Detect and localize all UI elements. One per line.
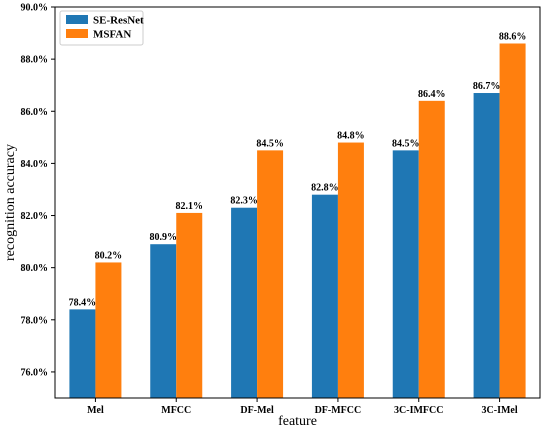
bar-se-resnet-mfcc [150,244,177,398]
y-axis-title: recognition accuracy [3,144,18,261]
plot-frame [54,6,541,399]
y-tick-label: 84.0% [21,159,49,170]
y-tick-label: 86.0% [21,107,49,118]
data-label: 82.3% [230,196,258,207]
y-tick-label: 90.0% [21,3,49,14]
bar-msfan-mfcc [176,212,203,398]
legend-swatch-msfan [66,29,88,38]
data-label: 86.4% [418,89,446,100]
x-tick-label: MFCC [161,405,191,416]
bar-se-resnet-mel [69,309,96,398]
data-label: 84.5% [256,138,284,149]
axes: 76.0% 78.0% 80.0% 82.0% 84.0% 86.0% 88.0% 90.0%… [21,3,518,417]
x-tick-label: DF-MFCC [315,405,362,416]
legend-label-se-resnet: SE-ResNet [93,15,144,27]
data-label: 80.9% [150,232,178,243]
data-label: 82.1% [176,201,204,212]
x-tick-label: 3C-IMFCC [394,405,443,416]
data-label: 82.8% [311,183,339,194]
legend-swatch-se-resnet [66,15,88,24]
bar-msfan-3c-imfcc [418,100,445,398]
legend: SE-ResNet MSFAN [59,10,144,46]
bar-se-resnet-df-mel [231,207,258,398]
bar-se-resnet-df-mfcc [311,194,338,398]
data-label: 84.5% [392,138,420,149]
bar-msfan-df-mfcc [337,142,364,398]
plot-area: 78.4% 80.2% 80.9% 82.1% 82.3% 84.5% 82.8% 84.8%… [69,31,527,399]
bar-se-resnet-3c-imel [473,93,500,399]
x-tick-label: 3C-IMel [482,405,518,416]
y-tick-label: 80.0% [21,263,49,274]
bar-msfan-mel [95,262,122,398]
data-label: 84.8% [337,131,365,142]
legend-label-msfan: MSFAN [93,29,131,41]
y-tick-label: 76.0% [21,367,49,378]
data-label: 80.2% [95,250,123,261]
data-label: 88.6% [499,31,527,42]
data-label: 86.7% [473,81,501,92]
bar-se-resnet-3c-imfcc [392,150,419,398]
x-axis-title: feature [278,414,317,429]
bar-msfan-df-mel [257,150,284,398]
x-tick-label: DF-Mel [240,405,274,416]
x-tick-label: Mel [87,405,104,416]
data-label: 78.4% [69,297,97,308]
y-tick-label: 78.0% [21,315,49,326]
y-tick-label: 82.0% [21,211,49,222]
bar-msfan-3c-imel [499,43,526,398]
y-tick-label: 88.0% [21,55,49,66]
